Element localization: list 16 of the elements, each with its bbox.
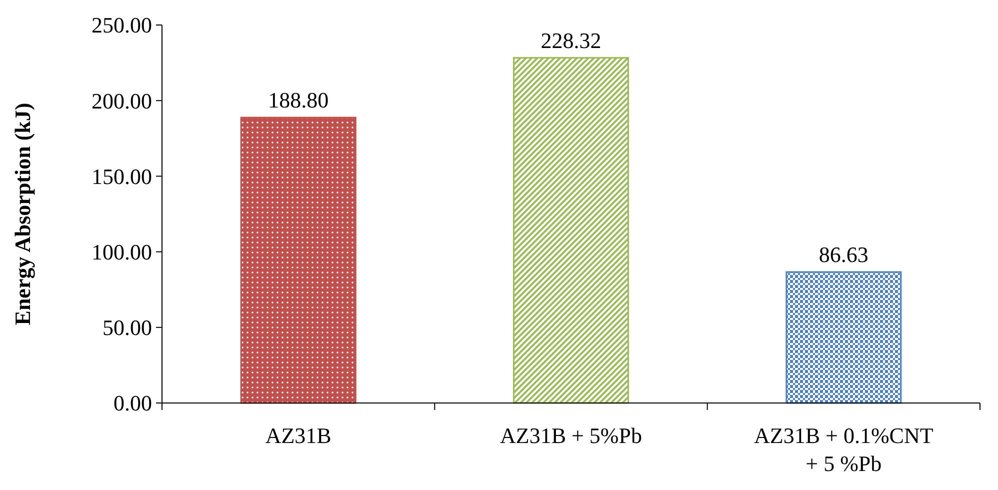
y-axis-title: Energy Absorption (kJ) (10, 102, 35, 326)
y-tick-label: 0.00 (114, 390, 152, 416)
x-tick-label: AZ31B + 0.1%CNT + 5 %Pb (754, 423, 934, 476)
data-label: 228.32 (540, 28, 602, 53)
bar (786, 271, 902, 404)
bar (512, 57, 630, 404)
y-tick-label: 100.00 (92, 240, 152, 264)
y-tick-label: 50.00 (102, 315, 152, 340)
x-tick-label: AZ31B (265, 423, 332, 448)
y-tick-label: 200.00 (92, 88, 152, 114)
data-label: 86.63 (818, 242, 868, 268)
bar (240, 116, 356, 404)
x-tick-label: AZ31B + 5%Pb (500, 423, 642, 448)
y-tick-label: 150.00 (92, 164, 152, 189)
y-tick-label: 250.00 (92, 12, 152, 38)
data-label: 188.80 (268, 88, 329, 113)
